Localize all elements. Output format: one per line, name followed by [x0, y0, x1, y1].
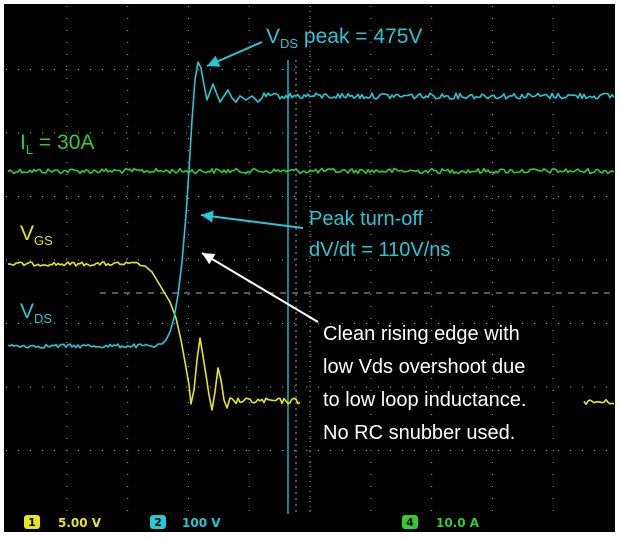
grid [6, 6, 614, 514]
arrow-note-head [202, 253, 216, 265]
ch2-badge [150, 515, 166, 529]
vgs-trace-right [583, 398, 615, 406]
il-trace [7, 167, 615, 175]
ch4-scale: 10.0 A [436, 516, 480, 530]
traces [7, 61, 615, 411]
il-label: IL = 30A [20, 131, 94, 157]
arrow-vds-peak-head [207, 55, 221, 67]
arrow-note [201, 252, 319, 323]
note-line1: Clean rising edge with [323, 323, 520, 345]
arrow-dvdt [200, 214, 304, 229]
ch1-badge [24, 515, 40, 529]
vds-peak-label: VDS peak = 475V [266, 25, 422, 51]
annotation-arrows [200, 41, 319, 323]
ch4-number: 4 [406, 516, 414, 529]
vgs-trace [7, 261, 301, 411]
vgs-label: VGS [20, 222, 53, 248]
ch2-scale: 100 V [182, 516, 221, 530]
ch2-number: 2 [154, 516, 162, 529]
vds-label: VDS [20, 300, 52, 326]
ch1-number: 1 [28, 516, 36, 529]
ch4-badge [402, 515, 418, 529]
channel-bar: 1 5.00 V 2 100 V 4 10.0 A [24, 515, 480, 530]
vds-trace [7, 61, 615, 349]
arrow-dvdt-head [201, 210, 214, 223]
ch1-scale: 5.00 V [58, 516, 102, 530]
note-line2: low Vds overshoot due [323, 356, 525, 378]
dvdt-line1: Peak turn-off [309, 208, 424, 230]
dvdt-line2: dV/dt = 110V/ns [309, 239, 450, 261]
note-line3: to low loop inductance. [323, 389, 526, 411]
scope-screen [4, 4, 615, 532]
note-line4: No RC snubber used. [323, 422, 515, 444]
